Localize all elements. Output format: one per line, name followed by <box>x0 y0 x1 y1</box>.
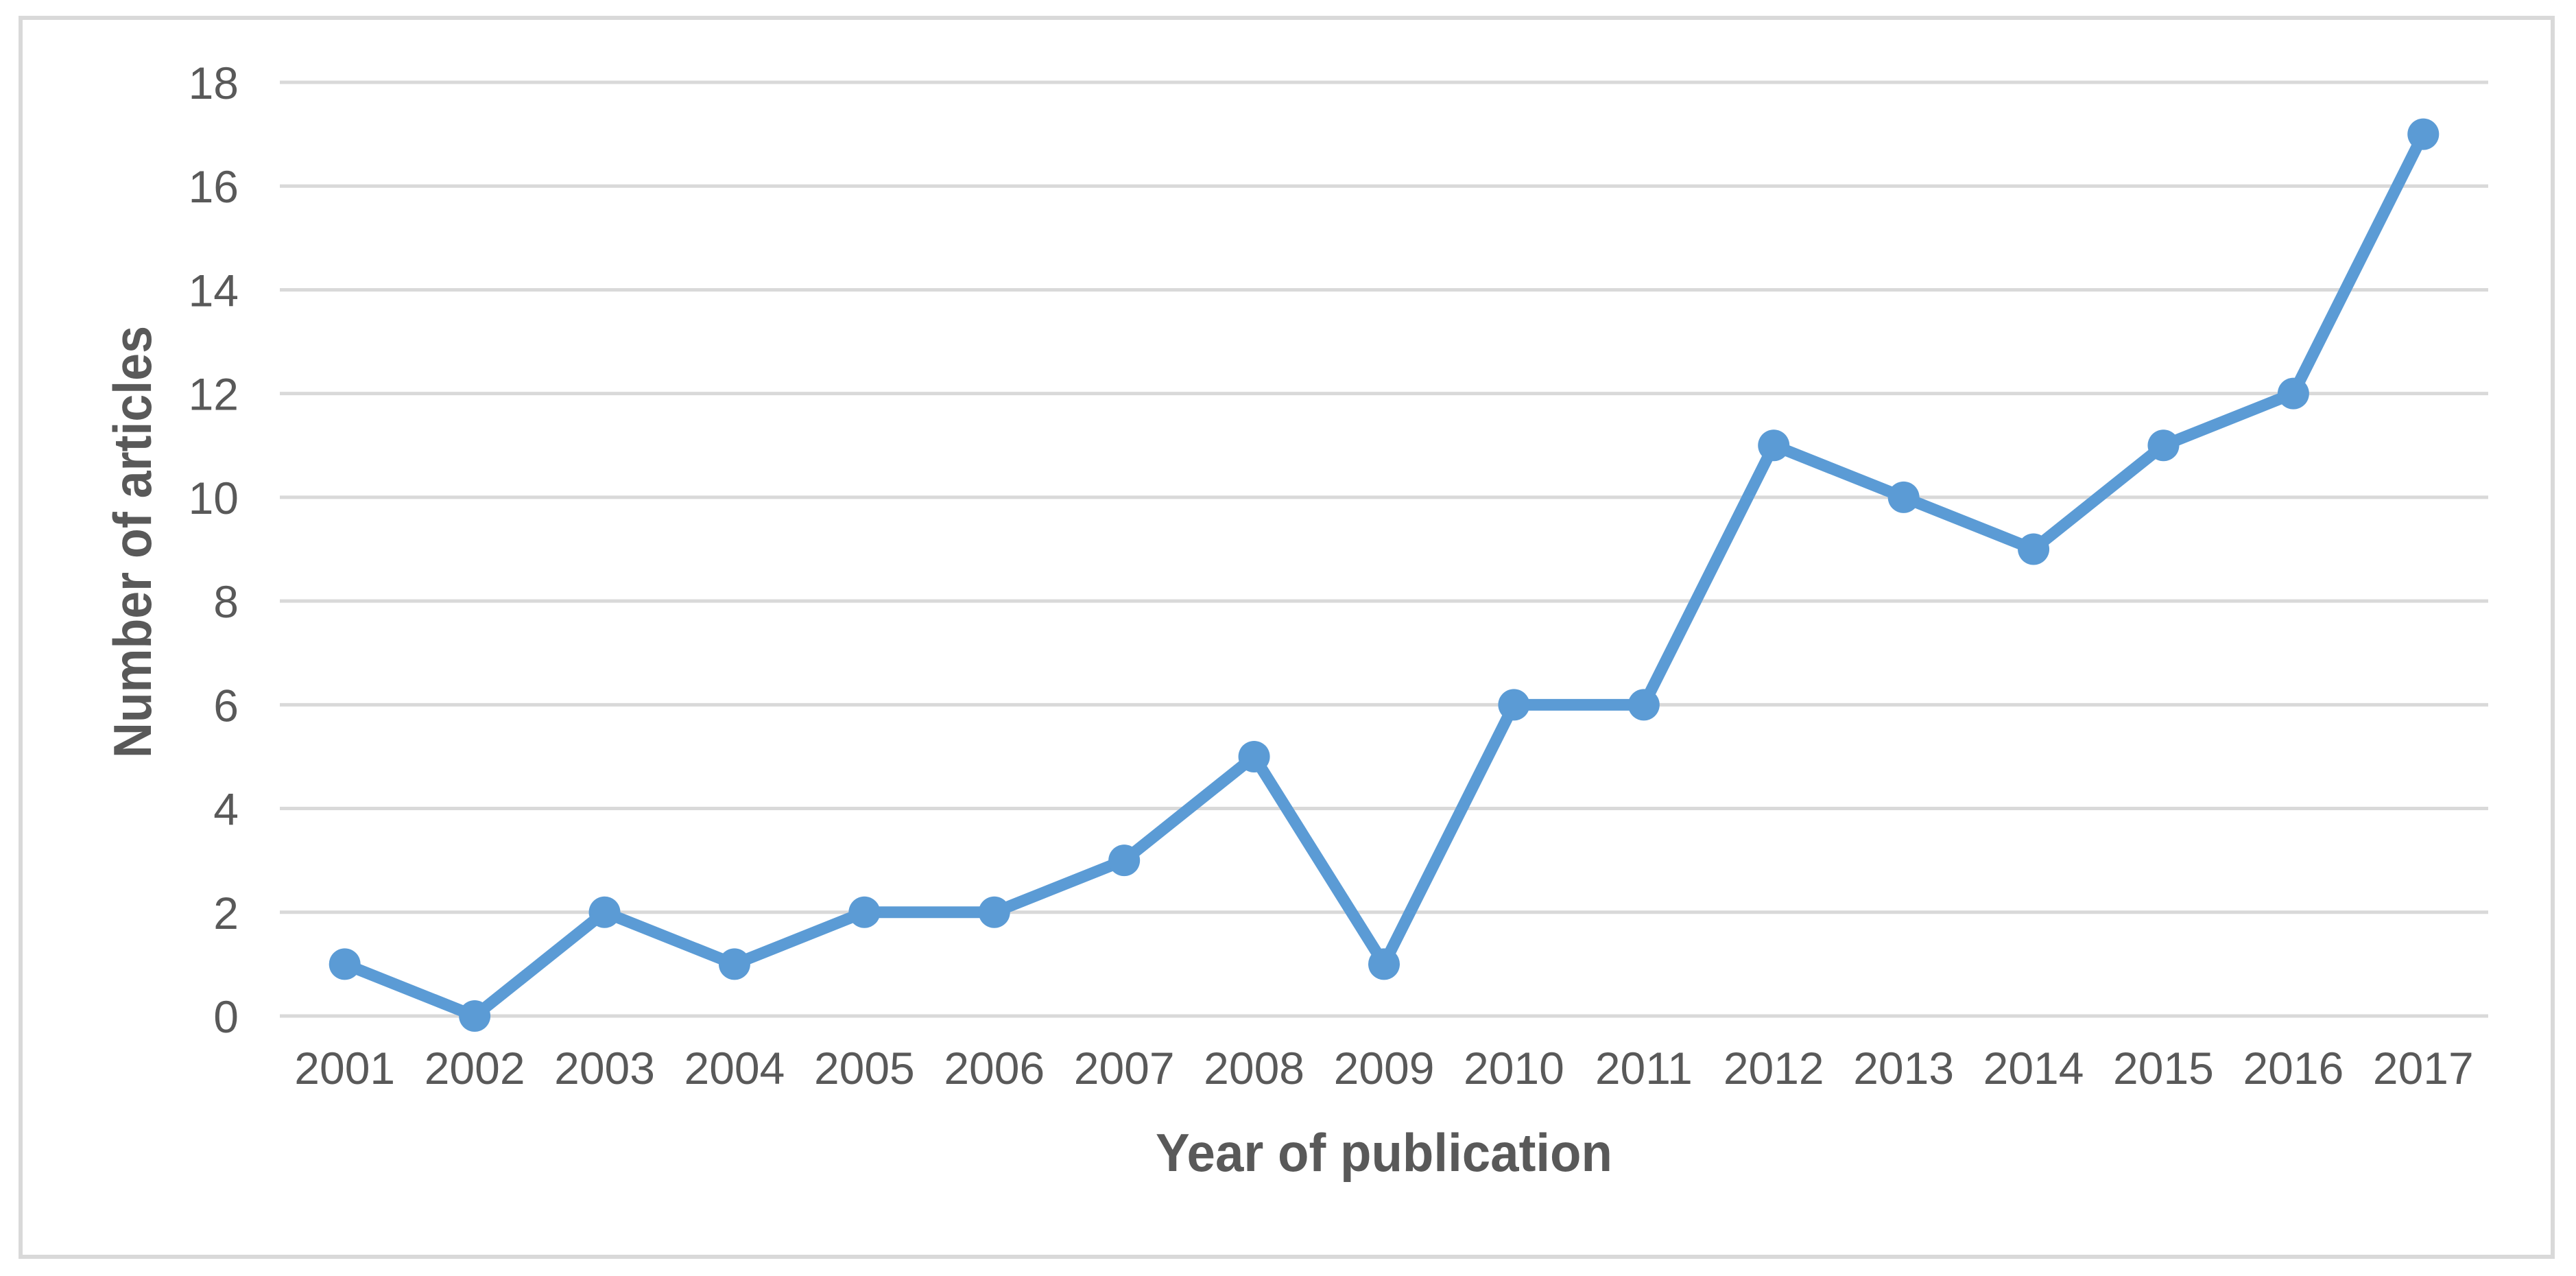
y-tick-label: 6 <box>213 680 239 731</box>
chart-border <box>19 16 2555 1259</box>
x-tick-label: 2015 <box>2113 1043 2214 1094</box>
x-tick-label: 2005 <box>814 1043 915 1094</box>
y-tick-label: 18 <box>189 58 239 108</box>
y-axis-title: Number of articles <box>102 326 163 758</box>
data-series <box>329 118 2440 1032</box>
y-tick-label: 12 <box>189 369 239 420</box>
x-tick-label: 2003 <box>554 1043 655 1094</box>
x-tick-label: 2017 <box>2373 1043 2474 1094</box>
x-tick-label: 2012 <box>1724 1043 1824 1094</box>
data-point <box>978 896 1010 928</box>
data-point <box>2407 118 2440 150</box>
data-point <box>2147 429 2180 462</box>
x-tick-label: 2009 <box>1334 1043 1435 1094</box>
data-point <box>2018 533 2050 565</box>
y-tick-label: 14 <box>189 265 239 316</box>
data-point <box>1758 429 1790 462</box>
data-point <box>588 896 621 928</box>
x-axis-title: Year of publication <box>1156 1122 1612 1183</box>
data-point <box>1368 948 1400 980</box>
gridlines <box>280 80 2488 1018</box>
data-point <box>459 1000 491 1032</box>
data-point <box>718 948 750 980</box>
x-tick-label: 2016 <box>2243 1043 2344 1094</box>
x-tick-label: 2008 <box>1204 1043 1304 1094</box>
x-tick-label: 2010 <box>1464 1043 1564 1094</box>
x-axis-tick-labels: 2001 2002 2003 2004 2005 2006 2007 2008 2009 2010… <box>294 1043 2473 1094</box>
data-point <box>2277 377 2309 410</box>
x-tick-label: 2002 <box>425 1043 525 1094</box>
data-point <box>1108 844 1141 877</box>
y-tick-label: 10 <box>189 473 239 523</box>
data-point <box>848 896 881 928</box>
y-tick-label: 2 <box>213 888 239 938</box>
x-tick-label: 2001 <box>294 1043 395 1094</box>
x-tick-label: 2007 <box>1074 1043 1175 1094</box>
y-tick-label: 16 <box>189 161 239 212</box>
y-tick-label: 4 <box>213 784 239 835</box>
x-tick-label: 2014 <box>1983 1043 2084 1094</box>
data-point <box>1887 481 1920 513</box>
x-tick-label: 2006 <box>944 1043 1045 1094</box>
x-tick-label: 2004 <box>684 1043 785 1094</box>
data-point <box>1498 689 1530 721</box>
x-tick-label: 2011 <box>1595 1043 1693 1094</box>
data-point <box>1627 689 1660 721</box>
y-axis-tick-labels: 0 2 4 6 8 10 12 14 16 18 <box>189 58 239 1042</box>
x-tick-label: 2013 <box>1853 1043 1954 1094</box>
data-point <box>329 948 361 980</box>
data-point <box>1238 740 1270 772</box>
y-tick-label: 8 <box>213 576 239 627</box>
y-tick-label: 0 <box>213 991 239 1042</box>
